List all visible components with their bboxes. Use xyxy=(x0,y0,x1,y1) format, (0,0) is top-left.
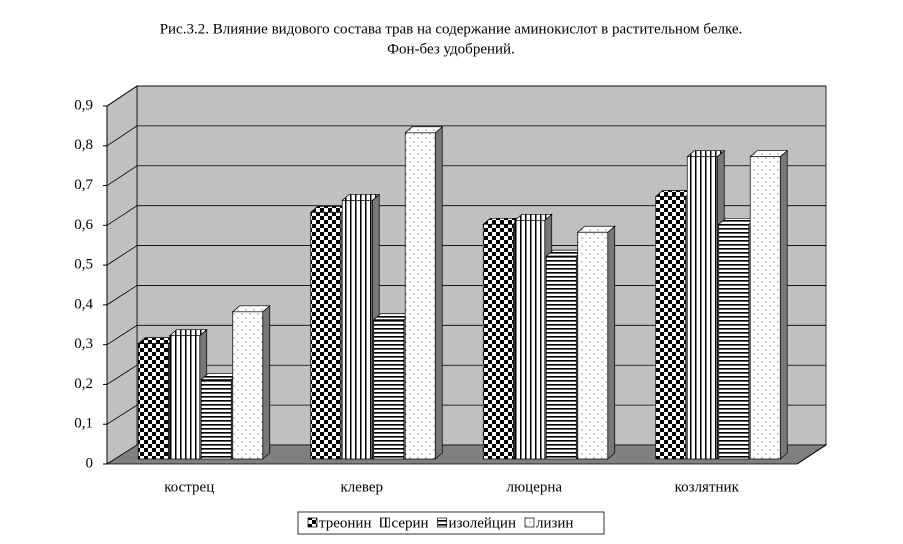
grid-line xyxy=(106,404,138,425)
legend-swatch xyxy=(380,517,390,528)
legend xyxy=(297,511,605,535)
bar-top xyxy=(513,213,553,221)
bar xyxy=(373,319,405,460)
chart-title: Рис.3.2. Влияние видового состава трав н… xyxy=(160,21,743,37)
bar-top xyxy=(341,194,381,201)
grid-line xyxy=(106,364,138,385)
x-tick-label: люцерна xyxy=(506,479,562,495)
bar-top xyxy=(686,150,726,158)
floor-edge xyxy=(796,444,827,465)
y-tick-label: 0,2 xyxy=(74,376,93,392)
y-tick-label: 0,8 xyxy=(74,137,93,153)
bar xyxy=(200,379,232,460)
y-tick-label: 0,3 xyxy=(74,336,93,352)
bar xyxy=(686,156,718,460)
grid-line xyxy=(106,245,138,266)
y-tick-label: 0,6 xyxy=(74,217,93,233)
bar xyxy=(718,223,750,460)
bar xyxy=(232,311,264,460)
bar xyxy=(545,255,577,460)
y-tick-label: 0,1 xyxy=(74,416,93,432)
y-tick-label: 0 xyxy=(86,455,94,471)
bar-top xyxy=(576,225,616,233)
x-tick-label: козлятник xyxy=(675,479,740,495)
grid-line xyxy=(106,85,138,107)
bar xyxy=(514,219,546,460)
x-tick-label: кострец xyxy=(164,479,214,495)
chart-subtitle: Фон-без удобрений. xyxy=(387,41,515,57)
grid-line xyxy=(106,324,138,346)
bar-top xyxy=(749,150,789,158)
legend-swatch xyxy=(307,517,318,528)
grid-line xyxy=(106,165,138,186)
bar-side xyxy=(262,305,271,460)
bar xyxy=(655,196,687,460)
bar xyxy=(577,231,609,460)
bar xyxy=(341,200,373,460)
bar xyxy=(137,343,169,460)
y-tick-label: 0,5 xyxy=(74,257,93,273)
bar-side xyxy=(607,225,616,460)
grid-line xyxy=(106,285,138,306)
legend-swatch xyxy=(524,517,535,528)
bar xyxy=(749,156,781,460)
grid-line xyxy=(106,205,138,226)
bar-side xyxy=(434,126,443,460)
y-tick-label: 0,7 xyxy=(74,177,93,193)
bar-top xyxy=(168,329,208,337)
bar xyxy=(482,223,514,460)
y-tick-label: 0,9 xyxy=(74,97,93,113)
x-tick-label: клевер xyxy=(340,479,383,495)
legend-label: изолейцин xyxy=(449,515,516,531)
bar-top xyxy=(404,126,444,134)
bar-top xyxy=(231,305,271,313)
legend-label: треонин xyxy=(319,515,371,531)
bar xyxy=(169,335,201,460)
y-tick-label: 0,4 xyxy=(74,296,93,312)
bar-side xyxy=(779,149,788,460)
legend-label: лизин xyxy=(536,515,574,531)
legend-swatch xyxy=(437,517,447,528)
bar xyxy=(404,132,436,460)
bar xyxy=(310,212,342,460)
grid-line xyxy=(106,125,138,147)
legend-label: серин xyxy=(391,515,428,531)
